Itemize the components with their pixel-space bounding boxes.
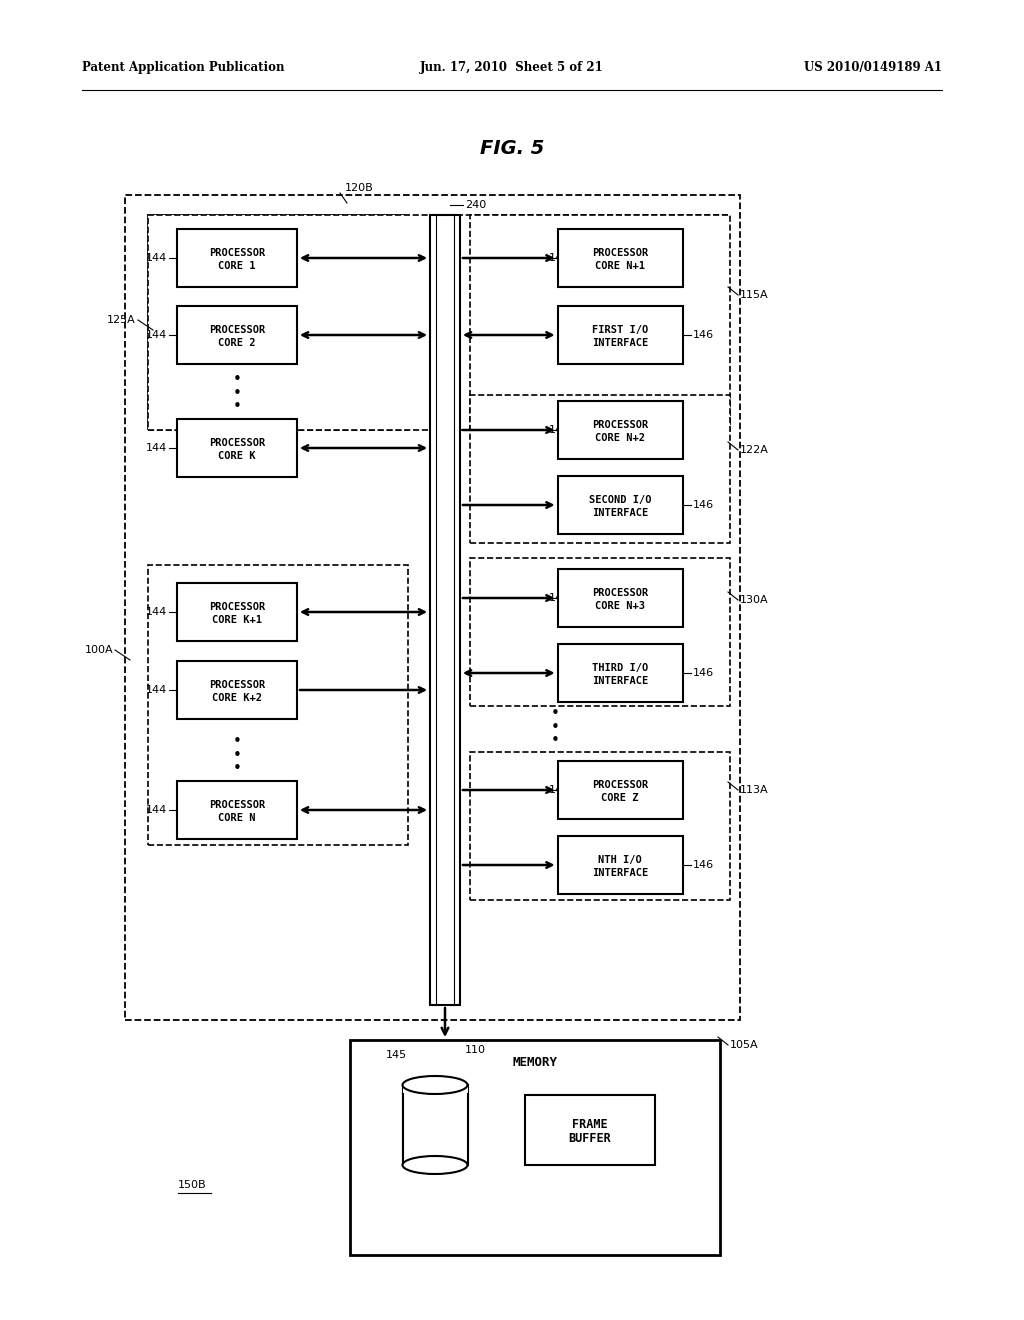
Text: 144: 144	[549, 253, 570, 263]
Bar	[430, 215, 460, 1005]
Text: 144: 144	[549, 593, 570, 603]
Text: 130A: 130A	[740, 595, 769, 605]
Bar	[470, 215, 730, 430]
Text: US 2010/0149189 A1: US 2010/0149189 A1	[804, 62, 942, 74]
Text: 115A: 115A	[740, 290, 769, 300]
Text: INTERFACE: INTERFACE	[592, 869, 648, 878]
Ellipse shape	[402, 1076, 468, 1094]
Text: BUFFER: BUFFER	[568, 1131, 611, 1144]
Bar	[470, 395, 730, 543]
Text: PROCESSOR: PROCESSOR	[209, 325, 265, 335]
Text: THIRD I/O: THIRD I/O	[592, 663, 648, 673]
Text: Patent Application Publication: Patent Application Publication	[82, 62, 285, 74]
Text: 240: 240	[465, 201, 486, 210]
Bar	[470, 752, 730, 900]
Bar	[402, 1085, 468, 1156]
Bar	[148, 215, 408, 430]
Text: SECOND I/O: SECOND I/O	[589, 495, 651, 506]
Bar	[557, 477, 683, 535]
Ellipse shape	[402, 1156, 468, 1173]
Bar	[557, 401, 683, 459]
Bar	[557, 762, 683, 818]
Text: 144: 144	[145, 330, 167, 341]
Text: Jun. 17, 2010  Sheet 5 of 21: Jun. 17, 2010 Sheet 5 of 21	[420, 62, 604, 74]
Text: CORE K+1: CORE K+1	[212, 615, 262, 624]
Text: CORE K+2: CORE K+2	[212, 693, 262, 704]
Text: 145: 145	[386, 1049, 407, 1060]
Bar	[148, 215, 728, 430]
Bar	[148, 565, 408, 845]
Text: 125A: 125A	[108, 315, 136, 325]
Text: PROCESSOR: PROCESSOR	[209, 438, 265, 447]
Text: PROCESSOR: PROCESSOR	[209, 248, 265, 257]
Text: PROCESSOR: PROCESSOR	[592, 587, 648, 598]
Text: PROCESSOR: PROCESSOR	[592, 420, 648, 430]
Text: 150B: 150B	[178, 1180, 207, 1191]
Text: 144: 144	[145, 685, 167, 696]
Text: MEMORY: MEMORY	[512, 1056, 557, 1068]
Text: 144: 144	[145, 253, 167, 263]
Text: 122A: 122A	[740, 445, 769, 455]
Text: 110: 110	[465, 1045, 486, 1055]
Text: CORE K: CORE K	[218, 451, 256, 461]
Bar	[557, 228, 683, 286]
Bar	[350, 1040, 720, 1255]
Text: 113A: 113A	[740, 785, 769, 795]
Text: 144: 144	[145, 607, 167, 616]
Text: CORE N+1: CORE N+1	[595, 261, 645, 271]
Bar	[177, 418, 297, 477]
Text: 144: 144	[145, 444, 167, 453]
Bar	[125, 195, 740, 1020]
Text: CORE Z: CORE Z	[601, 793, 639, 803]
Bar	[177, 661, 297, 719]
Text: CORE N+2: CORE N+2	[595, 433, 645, 444]
Text: •
•
•: • • •	[232, 372, 242, 414]
Text: 146: 146	[693, 668, 714, 678]
Text: 144: 144	[549, 425, 570, 436]
Text: •
•
•: • • •	[551, 706, 559, 748]
Text: FIG. 5: FIG. 5	[480, 139, 544, 157]
Text: 146: 146	[693, 861, 714, 870]
Bar	[177, 583, 297, 642]
Bar	[177, 781, 297, 840]
Text: INTERFACE: INTERFACE	[592, 338, 648, 348]
Text: PROCESSOR: PROCESSOR	[209, 680, 265, 690]
Text: CORE N+3: CORE N+3	[595, 601, 645, 611]
Text: 144: 144	[145, 805, 167, 814]
Text: CORE N: CORE N	[218, 813, 256, 822]
Text: PROCESSOR: PROCESSOR	[592, 780, 648, 789]
Text: CORE 1: CORE 1	[218, 261, 256, 271]
Text: 146: 146	[693, 500, 714, 510]
Bar	[177, 228, 297, 286]
Text: 100A: 100A	[84, 645, 113, 655]
Text: NTH I/O: NTH I/O	[598, 855, 642, 865]
Text: 120B: 120B	[345, 183, 374, 193]
Bar	[557, 569, 683, 627]
Bar	[470, 558, 730, 706]
Text: PROCESSOR: PROCESSOR	[592, 248, 648, 257]
Text: 144: 144	[549, 785, 570, 795]
Bar	[557, 644, 683, 702]
Text: PROCESSOR: PROCESSOR	[209, 602, 265, 612]
Bar	[177, 306, 297, 364]
Text: 146: 146	[693, 330, 714, 341]
Text: CORE 2: CORE 2	[218, 338, 256, 348]
Bar	[557, 836, 683, 894]
Text: FRAME: FRAME	[572, 1118, 608, 1131]
Text: FIRST I/O: FIRST I/O	[592, 325, 648, 335]
Bar	[557, 306, 683, 364]
Text: 105A: 105A	[730, 1040, 759, 1049]
Text: •
•
•: • • •	[232, 734, 242, 776]
Text: INTERFACE: INTERFACE	[592, 508, 648, 517]
Text: PROCESSOR: PROCESSOR	[209, 800, 265, 810]
Bar	[525, 1096, 655, 1166]
Text: INTERFACE: INTERFACE	[592, 676, 648, 686]
